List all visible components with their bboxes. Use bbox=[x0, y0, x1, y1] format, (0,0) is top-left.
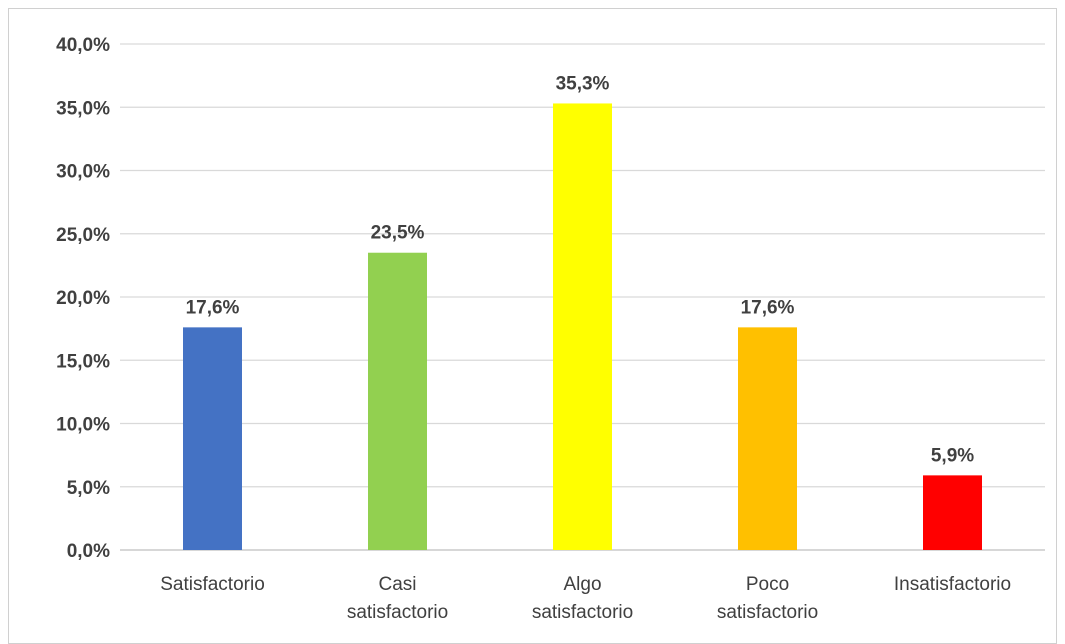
y-tick-label: 30,0% bbox=[56, 162, 110, 183]
y-tick-label: 20,0% bbox=[56, 288, 110, 309]
x-tick-label: Poco satisfactorio bbox=[717, 574, 818, 623]
data-label: 5,9% bbox=[931, 445, 974, 466]
x-tick-label: Satisfactorio bbox=[160, 574, 265, 595]
x-tick-label: Casi satisfactorio bbox=[347, 574, 448, 623]
bar bbox=[553, 103, 612, 550]
bar bbox=[183, 327, 242, 550]
x-tick-label-line: Casi bbox=[378, 574, 416, 595]
x-tick-label-line: Poco bbox=[746, 574, 789, 595]
bar bbox=[923, 475, 982, 550]
data-label: 23,5% bbox=[371, 223, 425, 244]
x-tick-label-line: satisfactorio bbox=[347, 602, 448, 623]
y-axis-ticks: 0,0% 5,0% 10,0% 15,0% 20,0% 25,0% 30,0% 35,0% 40… bbox=[56, 35, 110, 562]
bar bbox=[738, 327, 797, 550]
x-tick-label-line: satisfactorio bbox=[532, 602, 633, 623]
y-tick-label: 35,0% bbox=[56, 98, 110, 119]
data-label: 17,6% bbox=[741, 297, 795, 318]
bar bbox=[368, 252, 427, 550]
y-tick-label: 5,0% bbox=[67, 478, 110, 499]
y-tick-label: 15,0% bbox=[56, 351, 110, 372]
chart-frame bbox=[8, 8, 1057, 644]
x-tick-label: Algo satisfactorio bbox=[532, 574, 633, 623]
x-tick-label-line: Satisfactorio bbox=[160, 574, 265, 595]
x-tick-label-line: satisfactorio bbox=[717, 602, 818, 623]
y-tick-label: 40,0% bbox=[56, 35, 110, 56]
y-tick-label: 25,0% bbox=[56, 225, 110, 246]
x-tick-label: Insatisfactorio bbox=[894, 574, 1011, 595]
y-tick-label: 0,0% bbox=[67, 541, 110, 562]
x-axis-categories: Satisfactorio Casi satisfactorio Algo satisf… bbox=[160, 574, 1011, 623]
data-label: 17,6% bbox=[186, 297, 240, 318]
x-tick-label-line: Insatisfactorio bbox=[894, 574, 1011, 595]
data-labels: 17,6% 23,5% 35,3% 17,6% 5,9% bbox=[186, 73, 975, 466]
x-tick-label-line: Algo bbox=[563, 574, 601, 595]
bars bbox=[183, 103, 982, 550]
y-tick-label: 10,0% bbox=[56, 415, 110, 436]
data-label: 35,3% bbox=[556, 73, 610, 94]
